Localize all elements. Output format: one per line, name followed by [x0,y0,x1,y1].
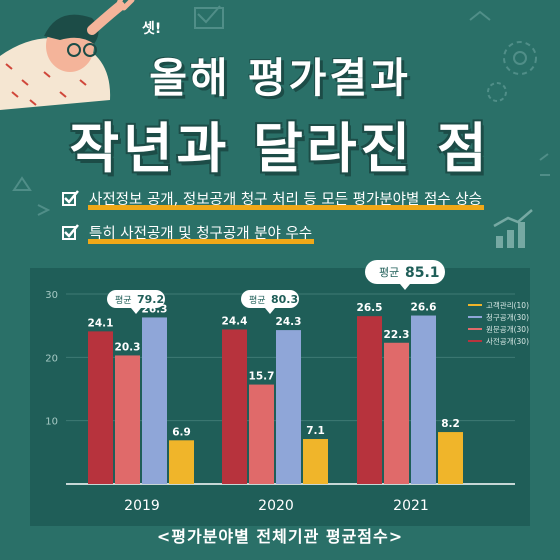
bullet-item-2: 특히 사전공개 및 청구공개 분야 우수 [62,222,315,244]
bar [384,342,409,484]
average-callout [241,290,299,308]
exclaim-text: 셋! [142,21,162,37]
background-decoration [0,0,550,248]
bar [357,316,382,484]
x-tick-label: 2020 [258,498,294,514]
x-tick-label: 2021 [393,498,429,514]
data-label: 20.3 [115,341,141,353]
bar [88,331,113,484]
gear-icon [503,41,537,75]
data-label: 8.2 [441,418,460,430]
legend-label: 사전공개(30) [486,336,529,346]
bar [222,329,247,484]
bulb-doodle-icon [12,176,32,191]
data-label: 24.1 [88,317,114,329]
checkbox-icon [62,224,79,240]
page-title-line1: 올해 평가결과 [149,54,411,102]
highlight-underline [88,205,484,210]
bar [115,355,140,484]
bar [411,315,436,484]
growth-chart-icon [493,209,533,248]
data-label: 15.7 [249,371,275,383]
callout-pointer [400,284,410,290]
callout-pointer [131,308,141,314]
y-tick-label: 20 [45,353,58,364]
data-label: 26.5 [357,302,383,314]
legend-label: 원문공개(30) [486,324,529,334]
data-label: 26.6 [411,302,437,314]
bar [276,330,301,484]
x-tick-label: 2019 [124,498,160,514]
doodle-chevron-icon [469,10,491,21]
bullet-item-1: 사전정보 공개, 정보공개 청구 처리 등 모든 평가분야별 점수 상승 [62,188,484,210]
data-label: 6.9 [172,426,191,438]
data-label: 24.3 [276,316,302,328]
average-label: 평균 [379,266,399,279]
legend-label: 청구공개(30) [486,312,529,322]
data-label: 7.1 [306,425,325,437]
bar [169,440,194,484]
y-tick-label: 30 [45,290,58,301]
average-value: 85.1 [405,265,440,281]
bar [303,439,328,484]
average-label: 평균 [115,295,132,306]
chart-caption: <평가분야별 전체기관 평균점수> [156,527,404,546]
callout-pointer [265,308,275,314]
average-label: 평균 [249,295,266,306]
average-callout [365,260,445,284]
average-callout [107,290,165,308]
character-illustration [0,0,135,110]
data-label: 24.4 [222,315,248,327]
check-doodle-icon [197,5,221,24]
page-title-line2: 작년과 달라진 점 [69,117,491,180]
bar [249,384,274,484]
data-label: 22.3 [384,329,410,341]
average-value: 80.3 [271,293,298,306]
bullet-text-1: 사전정보 공개, 정보공개 청구 처리 등 모든 평가분야별 점수 상승 [89,192,482,208]
legend-label: 고객관리(10) [486,300,529,310]
bar [142,317,167,484]
highlight-underline [88,239,315,244]
bullet-text-2: 특히 사전공개 및 청구공개 분야 우수 [89,226,313,242]
checkbox-icon [62,190,79,206]
bar [438,432,463,484]
average-value: 79.2 [137,293,164,306]
y-tick-label: 10 [45,417,58,428]
